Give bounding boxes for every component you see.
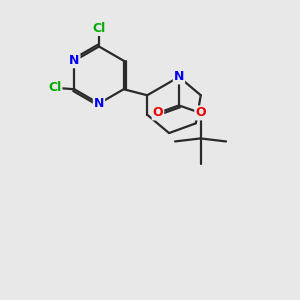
Text: N: N (174, 70, 184, 83)
Text: O: O (195, 106, 206, 119)
Text: N: N (69, 54, 80, 67)
Text: Cl: Cl (92, 22, 106, 35)
Text: O: O (153, 106, 163, 119)
Text: N: N (94, 97, 104, 110)
Text: Cl: Cl (48, 81, 62, 94)
